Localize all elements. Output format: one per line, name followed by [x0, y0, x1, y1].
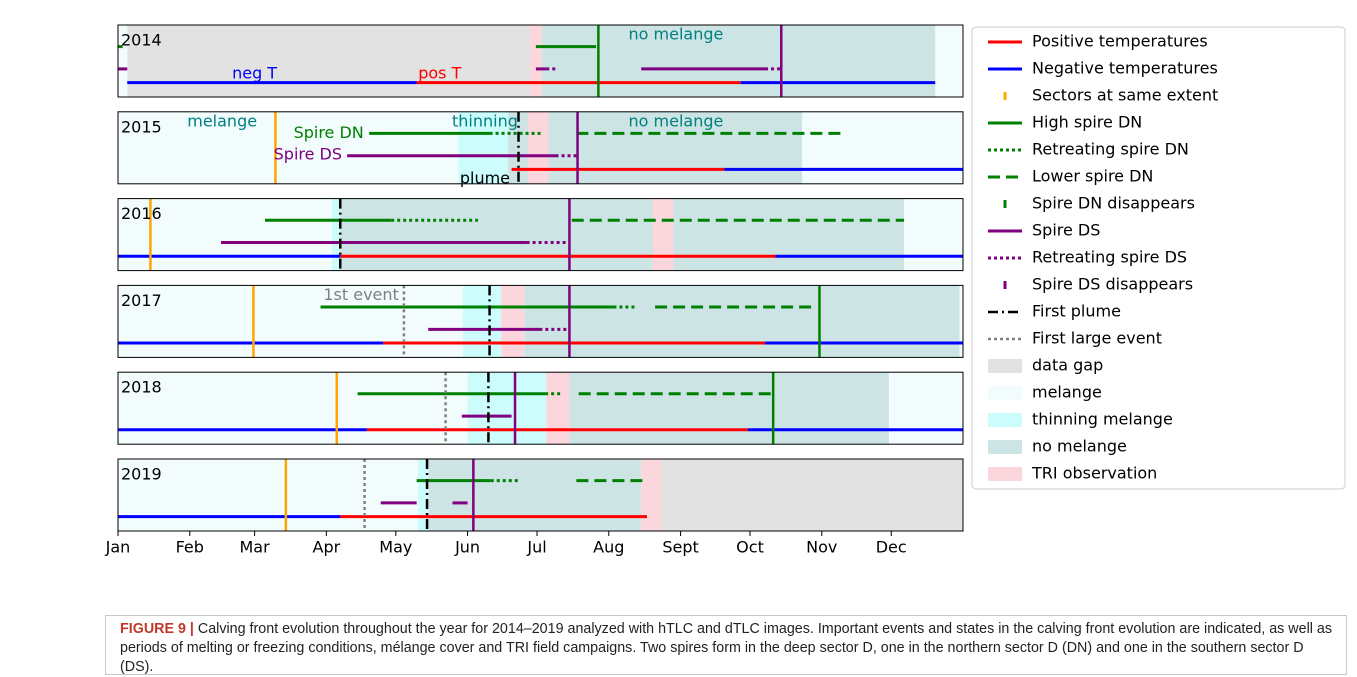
x-tick-label: May [379, 538, 412, 557]
legend-label: Negative temperatures [1032, 59, 1218, 78]
state-span [641, 459, 661, 531]
state-span [959, 285, 963, 358]
x-tick-label: Jul [526, 538, 546, 557]
legend-label: Spire DN disappears [1032, 194, 1195, 213]
panel-title: 2019 [121, 465, 162, 484]
x-tick-label: Dec [876, 538, 907, 557]
x-tick-label: Jun [454, 538, 480, 557]
panel-frame [117, 111, 964, 185]
legend-swatch [988, 467, 1022, 481]
state-span [118, 198, 333, 271]
state-span [118, 372, 468, 445]
state-span [501, 285, 525, 358]
chart: 2014 neg T pos T no melange 2015 melange Spire… [105, 24, 1346, 557]
state-span [652, 198, 674, 271]
x-tick-label: Oct [736, 538, 764, 557]
state-span [467, 372, 547, 445]
annotation: plume [460, 168, 510, 187]
panel-title: 2014 [121, 31, 162, 50]
annotation: Spire DS [274, 145, 342, 164]
legend-label: Spire DS [1032, 221, 1100, 240]
annotation: melange [187, 111, 257, 130]
state-span [118, 25, 128, 97]
state-span [458, 111, 509, 184]
legend-label: First plume [1032, 302, 1121, 321]
state-span [541, 25, 936, 97]
panel-frame [117, 284, 964, 358]
panel-title: 2017 [121, 291, 162, 310]
panel-frame [117, 458, 964, 532]
state-span [417, 459, 429, 531]
state-span [462, 285, 502, 358]
legend-frame [971, 26, 1346, 490]
annotation: neg T [232, 63, 277, 82]
legend-swatch [988, 359, 1022, 373]
state-span [118, 111, 459, 184]
state-span [508, 111, 803, 184]
state-span [802, 111, 963, 184]
panel-title: 2018 [121, 378, 162, 397]
legend-swatch [988, 413, 1022, 427]
state-span [660, 459, 963, 531]
state-span [118, 285, 463, 358]
legend-label: melange [1032, 383, 1102, 402]
panel-frame [117, 24, 964, 98]
state-span [332, 198, 341, 271]
legend-label: Positive temperatures [1032, 32, 1208, 51]
legend-label: Sectors at same extent [1032, 86, 1218, 105]
state-span [118, 459, 418, 531]
legend-label: no melange [1032, 437, 1127, 456]
legend-label: data gap [1032, 356, 1103, 375]
legend-label: Spire DS disappears [1032, 275, 1193, 294]
annotation: Spire DN [294, 123, 364, 142]
x-tick-label: Sept [662, 538, 698, 557]
legend-label: First large event [1032, 329, 1162, 348]
state-span [935, 25, 963, 97]
state-span [903, 198, 963, 271]
legend-label: High spire DN [1032, 113, 1142, 132]
legend-label: Retreating spire DS [1032, 248, 1187, 267]
x-tick-label: Jan [105, 538, 131, 557]
x-tick-label: Feb [176, 538, 204, 557]
annotation: no melange [629, 111, 724, 130]
panel-title: 2015 [121, 117, 162, 136]
x-tick-label: Aug [593, 538, 624, 557]
state-span [524, 285, 960, 358]
legend-label: thinning melange [1032, 410, 1173, 429]
panel-frame [117, 198, 964, 272]
legend-label: Retreating spire DN [1032, 140, 1189, 159]
annotation: pos T [418, 63, 461, 82]
state-span [888, 372, 963, 445]
state-span [546, 372, 570, 445]
caption-text: Calving front evolution throughout the y… [120, 621, 1333, 675]
legend-swatch [988, 386, 1022, 400]
state-span [530, 25, 542, 97]
x-tick-label: Nov [806, 538, 837, 557]
panel-frame [117, 371, 964, 445]
annotation: thinning [452, 111, 518, 130]
state-span [428, 459, 642, 531]
state-span [527, 111, 549, 184]
panel-title: 2016 [121, 204, 162, 223]
caption-label: FIGURE 9 | [120, 621, 194, 637]
x-tick-label: Apr [313, 538, 341, 557]
state-span [127, 25, 531, 97]
legend-label: TRI observation [1031, 464, 1157, 483]
state-span [569, 372, 889, 445]
caption: FIGURE 9 | Calving front evolution throu… [105, 615, 1347, 675]
annotation: no melange [629, 25, 724, 44]
state-span [340, 198, 904, 271]
legend-label: Lower spire DN [1032, 167, 1153, 186]
x-tick-label: Mar [239, 538, 270, 557]
legend-swatch [988, 440, 1022, 454]
annotation: 1st event [323, 285, 398, 304]
